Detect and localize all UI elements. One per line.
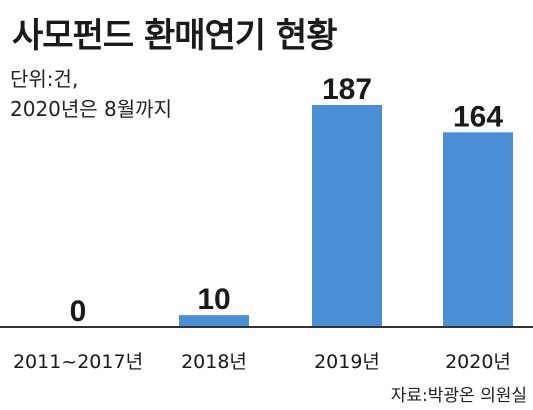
- unit-note-line-2: 2020년은 8월까지: [10, 97, 172, 121]
- category-label-0: 2011~2017년: [13, 351, 143, 373]
- data-label-0: 0: [70, 295, 87, 328]
- data-label-1: 10: [197, 283, 230, 316]
- category-label-2: 2019년: [314, 351, 380, 373]
- chart-title: 사모펀드 환매연기 현황: [12, 16, 337, 56]
- unit-note: 단위:건, 2020년은 8월까지: [10, 64, 172, 124]
- bar-2: [312, 105, 382, 327]
- category-label-1: 2018년: [181, 351, 247, 373]
- bar-3: [443, 132, 513, 327]
- source-note: 자료:박광온 의원실: [390, 386, 527, 406]
- data-label-3: 164: [453, 100, 503, 133]
- data-label-2: 187: [322, 73, 372, 106]
- unit-note-line-1: 단위:건,: [10, 67, 79, 91]
- bar-1: [179, 315, 249, 327]
- category-label-3: 2020년: [445, 351, 511, 373]
